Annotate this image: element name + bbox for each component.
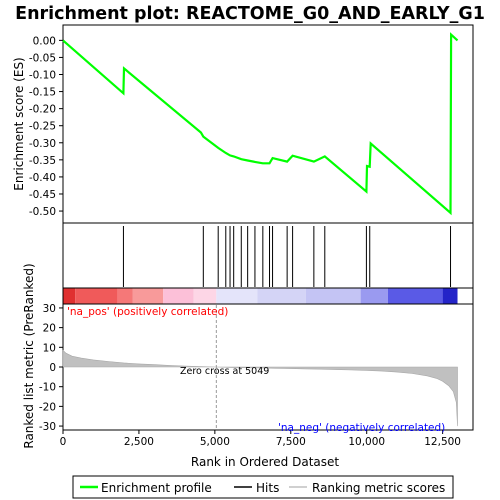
ranking-bar-segment xyxy=(257,288,306,304)
es-y-tick-label: 0.00 xyxy=(33,35,56,47)
negative-correlation-label: 'na_neg' (negatively correlated) xyxy=(278,422,445,434)
metric-y-tick-label: -10 xyxy=(39,382,56,394)
ranking-bar-segment xyxy=(63,288,76,304)
rank-x-tick-label: 7,500 xyxy=(276,436,306,448)
metric-y-tick-label: 10 xyxy=(43,342,56,354)
es-y-tick-label: -0.30 xyxy=(29,138,56,150)
zero-cross-label: Zero cross at 5049 xyxy=(180,366,269,377)
x-axis-label: Rank in Ordered Dataset xyxy=(191,455,339,469)
ranking-bar-segment xyxy=(117,288,133,304)
chart-title: Enrichment plot: REACTOME_G0_AND_EARLY_G… xyxy=(15,4,485,24)
es-y-tick-label: -0.15 xyxy=(29,87,56,99)
metric-y-tick-label: 30 xyxy=(43,303,56,315)
ranking-bar-segment xyxy=(193,288,217,304)
metric-y-tick-label: -20 xyxy=(39,401,56,413)
metric-y-tick-label: -30 xyxy=(39,421,56,433)
ranking-bar-segment xyxy=(163,288,194,304)
ranking-bar-segment xyxy=(442,288,458,304)
es-y-tick-label: -0.40 xyxy=(29,172,56,184)
ranking-color-bar xyxy=(63,288,458,304)
es-y-tick-label: -0.20 xyxy=(29,104,56,116)
es-y-tick-label: -0.05 xyxy=(29,52,56,64)
ranking-bar-segment xyxy=(360,288,388,304)
ranking-bar-segment xyxy=(387,288,443,304)
legend-hits-label: Hits xyxy=(256,481,279,495)
legend-ranking-label: Ranking metric scores xyxy=(312,481,445,495)
es-y-tick-label: -0.10 xyxy=(29,70,56,82)
legend-box xyxy=(72,475,454,499)
rank-x-tick-label: 2,500 xyxy=(124,436,154,448)
rank-x-tick-label: 12,500 xyxy=(424,436,461,448)
ranking-bar-segment xyxy=(75,288,118,304)
metric-y-axis: 30 20 10 0 -10 -20 -30 xyxy=(39,303,63,433)
es-y-tick-label: -0.45 xyxy=(29,189,56,201)
es-y-label: Enrichment score (ES) xyxy=(12,57,26,190)
es-y-axis: 0.00 -0.05 -0.10 -0.15 -0.20 -0.25 -0.30 -0.35 -… xyxy=(29,35,63,218)
es-panel-frame xyxy=(62,24,474,224)
metric-y-tick-label: 20 xyxy=(43,323,56,335)
metric-y-tick-label: 0 xyxy=(49,362,56,374)
enrichment-profile-line xyxy=(62,32,459,216)
ranking-metric-area xyxy=(62,349,458,427)
es-y-tick-label: -0.50 xyxy=(29,206,56,218)
es-y-tick-label: -0.25 xyxy=(29,121,56,133)
metric-y-label: Ranked list metric (PreRanked) xyxy=(22,263,36,448)
hits-panel-frame xyxy=(62,222,474,289)
ranking-bar-segment xyxy=(305,288,361,304)
rank-x-tick-label: 0 xyxy=(60,436,67,448)
rank-x-tick-label: 10,000 xyxy=(348,436,385,448)
positive-correlation-label: 'na_pos' (positively correlated) xyxy=(67,306,228,318)
ranking-bar-segment xyxy=(132,288,164,304)
es-y-tick-label: -0.35 xyxy=(29,155,56,167)
legend-enrichment-label: Enrichment profile xyxy=(101,481,212,495)
hits-markers xyxy=(122,226,452,287)
ranking-bar-segment xyxy=(216,288,258,304)
rank-x-axis: 0 2,500 5,000 7,500 10,000 12,500 xyxy=(60,430,461,448)
rank-x-tick-label: 5,000 xyxy=(200,436,230,448)
